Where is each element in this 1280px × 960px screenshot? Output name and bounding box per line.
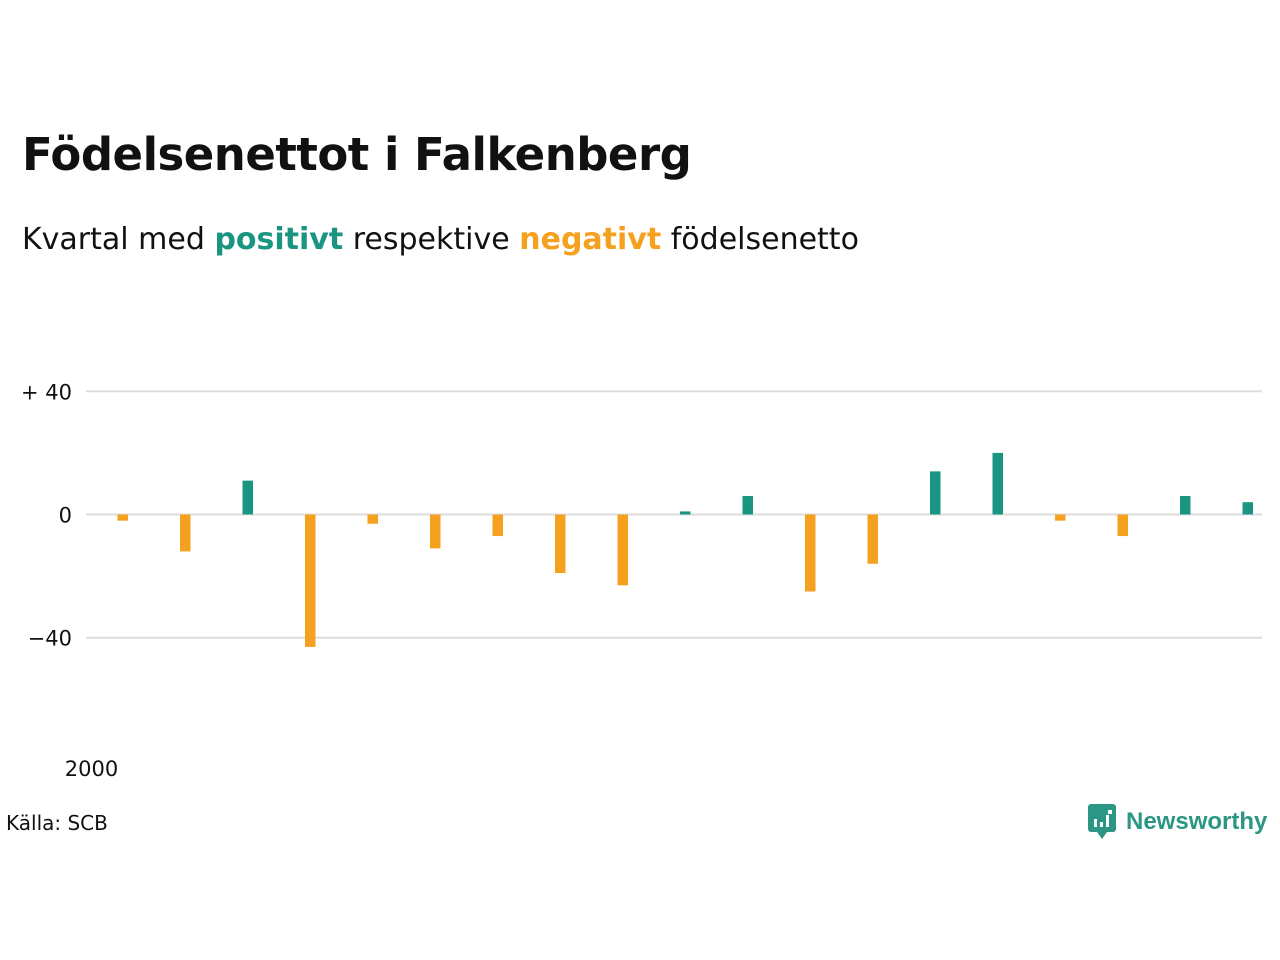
brand-name: Newsworthy (1126, 808, 1268, 835)
bar (117, 514, 128, 521)
bar (430, 514, 441, 549)
bar (492, 514, 503, 537)
subtitle-prefix: Kvartal med (22, 222, 205, 257)
subtitle-negative: negativt (519, 222, 662, 257)
bar (930, 471, 941, 515)
newsworthy-logo-icon (1088, 804, 1116, 839)
bar (1055, 514, 1066, 521)
bar (1117, 514, 1128, 537)
x-tick-label: 2000 (65, 757, 118, 781)
y-tick-label: −40 (28, 627, 72, 651)
subtitle-positive: positivt (214, 222, 344, 257)
bar (305, 514, 316, 647)
bar-chart: + 400−4020002005201020152020 (21, 380, 1262, 781)
bar (805, 514, 816, 592)
bar (1242, 502, 1253, 515)
bar (242, 480, 253, 515)
bar (617, 514, 628, 586)
bar (180, 514, 191, 552)
chart-subtitle: Kvartal med positivt respektive negativt… (22, 222, 859, 257)
bar (992, 452, 1003, 515)
bar (867, 514, 878, 564)
brand-logo: Newsworthy (1088, 804, 1267, 840)
y-tick-label: + 40 (21, 380, 72, 404)
y-tick-label: 0 (59, 504, 72, 528)
source-note: Källa: SCB (6, 811, 108, 835)
bar (1180, 496, 1191, 515)
bar (680, 511, 691, 515)
bar (742, 496, 753, 515)
chart-title: Födelsenettot i Falkenberg (22, 128, 692, 181)
bar (367, 514, 378, 524)
subtitle-middle: respektive (352, 222, 510, 257)
bar (555, 514, 566, 574)
subtitle-suffix: födelsenetto (670, 222, 859, 257)
